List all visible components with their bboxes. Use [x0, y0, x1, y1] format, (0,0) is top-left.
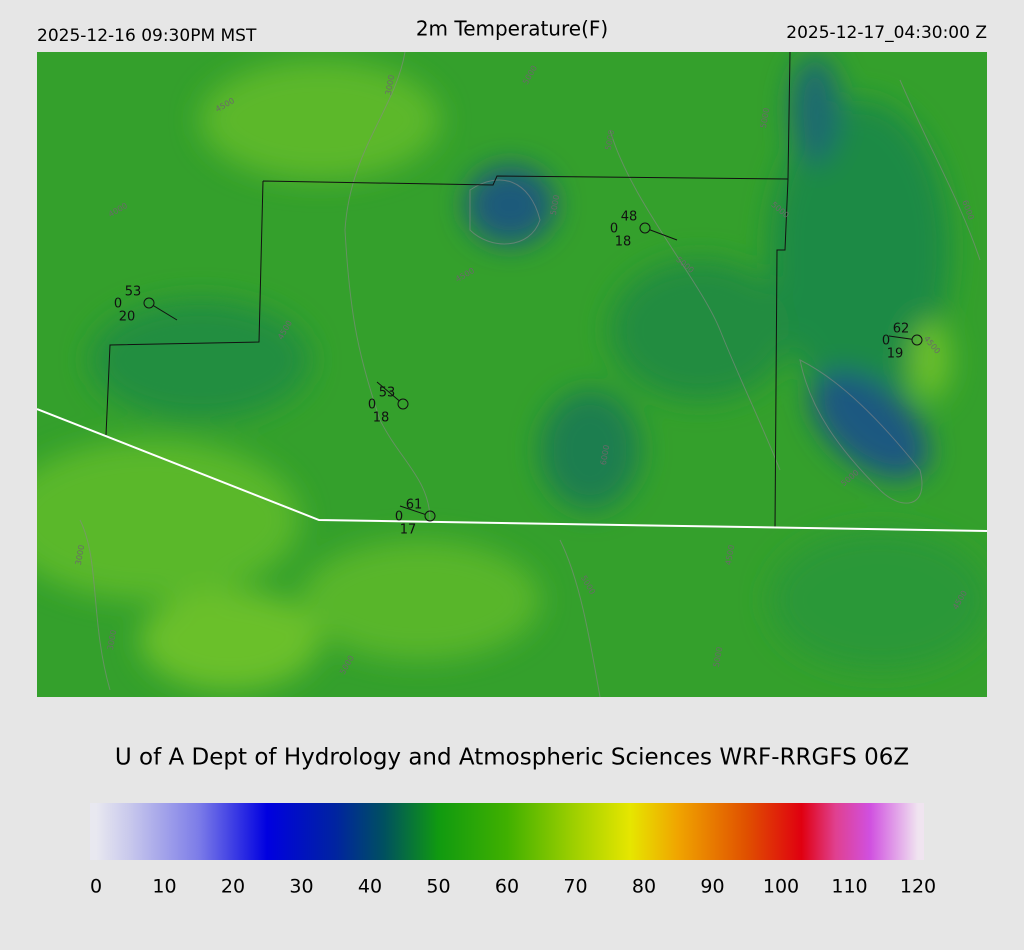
field-warm: [140, 590, 320, 690]
station-circle: [424, 510, 436, 522]
valid-utc: 2025-12-17_04:30:00 Z: [786, 23, 987, 43]
colorbar-tick-label: 20: [221, 876, 245, 898]
field-cool: [770, 100, 950, 400]
station-pressure: 0: [610, 222, 618, 237]
station-dewpoint: 18: [615, 235, 632, 250]
contour-label: 5000: [549, 194, 561, 216]
field-cold: [810, 370, 930, 480]
field-cool: [770, 530, 987, 670]
field-cold: [790, 55, 840, 165]
terrain-contours: [79, 52, 981, 697]
station-temperature: 61: [406, 498, 423, 513]
station-temperature: 53: [125, 285, 142, 300]
colorbar-tick-label: 110: [831, 876, 867, 898]
station-circle: [143, 297, 155, 309]
wind-barb: [153, 305, 178, 321]
temperature-field: [37, 55, 987, 690]
wind-barb: [399, 505, 426, 515]
colorbar-bar: [90, 803, 924, 860]
colorbar: 0 10 20 30 40 50 60 70 80 90 100 110 120: [90, 803, 936, 898]
colorbar-tick-label: 40: [358, 876, 382, 898]
colorbar-tick-label: 10: [152, 876, 176, 898]
field-cold: [465, 165, 555, 245]
colorbar-tick-label: 30: [289, 876, 313, 898]
county-border: [105, 52, 791, 529]
contour-line: [799, 359, 923, 504]
station-circle: [911, 334, 923, 346]
station-temperature: 62: [893, 322, 910, 337]
field-warm: [910, 320, 950, 400]
station-pressure: 0: [114, 297, 122, 312]
valid-local: 2025-12-16 09:30PM MST: [37, 26, 257, 46]
colorbar-tick-label: 50: [426, 876, 450, 898]
colorbar-tick-label: 70: [563, 876, 587, 898]
contour-label: 3000: [384, 74, 396, 96]
field-warm: [37, 440, 300, 600]
map: 3000 500045005000500045005000400045006000…: [37, 52, 987, 697]
colorbar-tick-label: 80: [632, 876, 656, 898]
contour-label: 5000: [759, 107, 771, 129]
contour-label: 4500: [724, 544, 736, 566]
station-circle: [639, 222, 651, 234]
map-title: 2m Temperature(F): [416, 17, 608, 41]
contour-line: [609, 129, 781, 471]
contour-line: [469, 179, 541, 245]
station-pressure: 0: [395, 510, 403, 525]
station-pressure: 0: [368, 398, 376, 413]
state-border: [37, 408, 987, 532]
wind-barb: [376, 381, 400, 402]
colorbar-tick-label: 100: [763, 876, 799, 898]
colorbar-tick-label: 90: [700, 876, 724, 898]
station-circle: [397, 398, 409, 410]
station-dewpoint: 19: [887, 347, 904, 362]
field-cool: [540, 390, 640, 510]
field-warm: [300, 540, 540, 660]
station-temperature: 53: [379, 386, 396, 401]
contour-label: 5000: [712, 646, 724, 668]
contour-line: [559, 539, 601, 697]
station-dewpoint: 20: [119, 310, 136, 325]
field-warm: [200, 60, 440, 180]
contour-label: 5000: [604, 129, 616, 151]
contour-label: 3000: [74, 544, 86, 566]
contour-label: 6000: [599, 444, 611, 466]
station-pressure: 0: [882, 334, 890, 349]
contour-label: 3000: [106, 629, 118, 651]
station-dewpoint: 17: [400, 523, 417, 538]
field-cool: [90, 300, 310, 420]
field-cool: [610, 260, 790, 400]
colorbar-tick-label: 60: [495, 876, 519, 898]
colorbar-tick-label: 120: [900, 876, 936, 898]
colorbar-tick-label: 0: [90, 876, 102, 898]
credit: U of A Dept of Hydrology and Atmospheric…: [115, 745, 909, 771]
contour-line: [79, 519, 111, 691]
contour-line: [344, 52, 431, 521]
station-temperature: 48: [621, 210, 638, 225]
station-dewpoint: 18: [373, 411, 390, 426]
wind-barb: [888, 335, 913, 340]
contour-line: [899, 79, 981, 261]
wind-barb: [649, 229, 678, 241]
